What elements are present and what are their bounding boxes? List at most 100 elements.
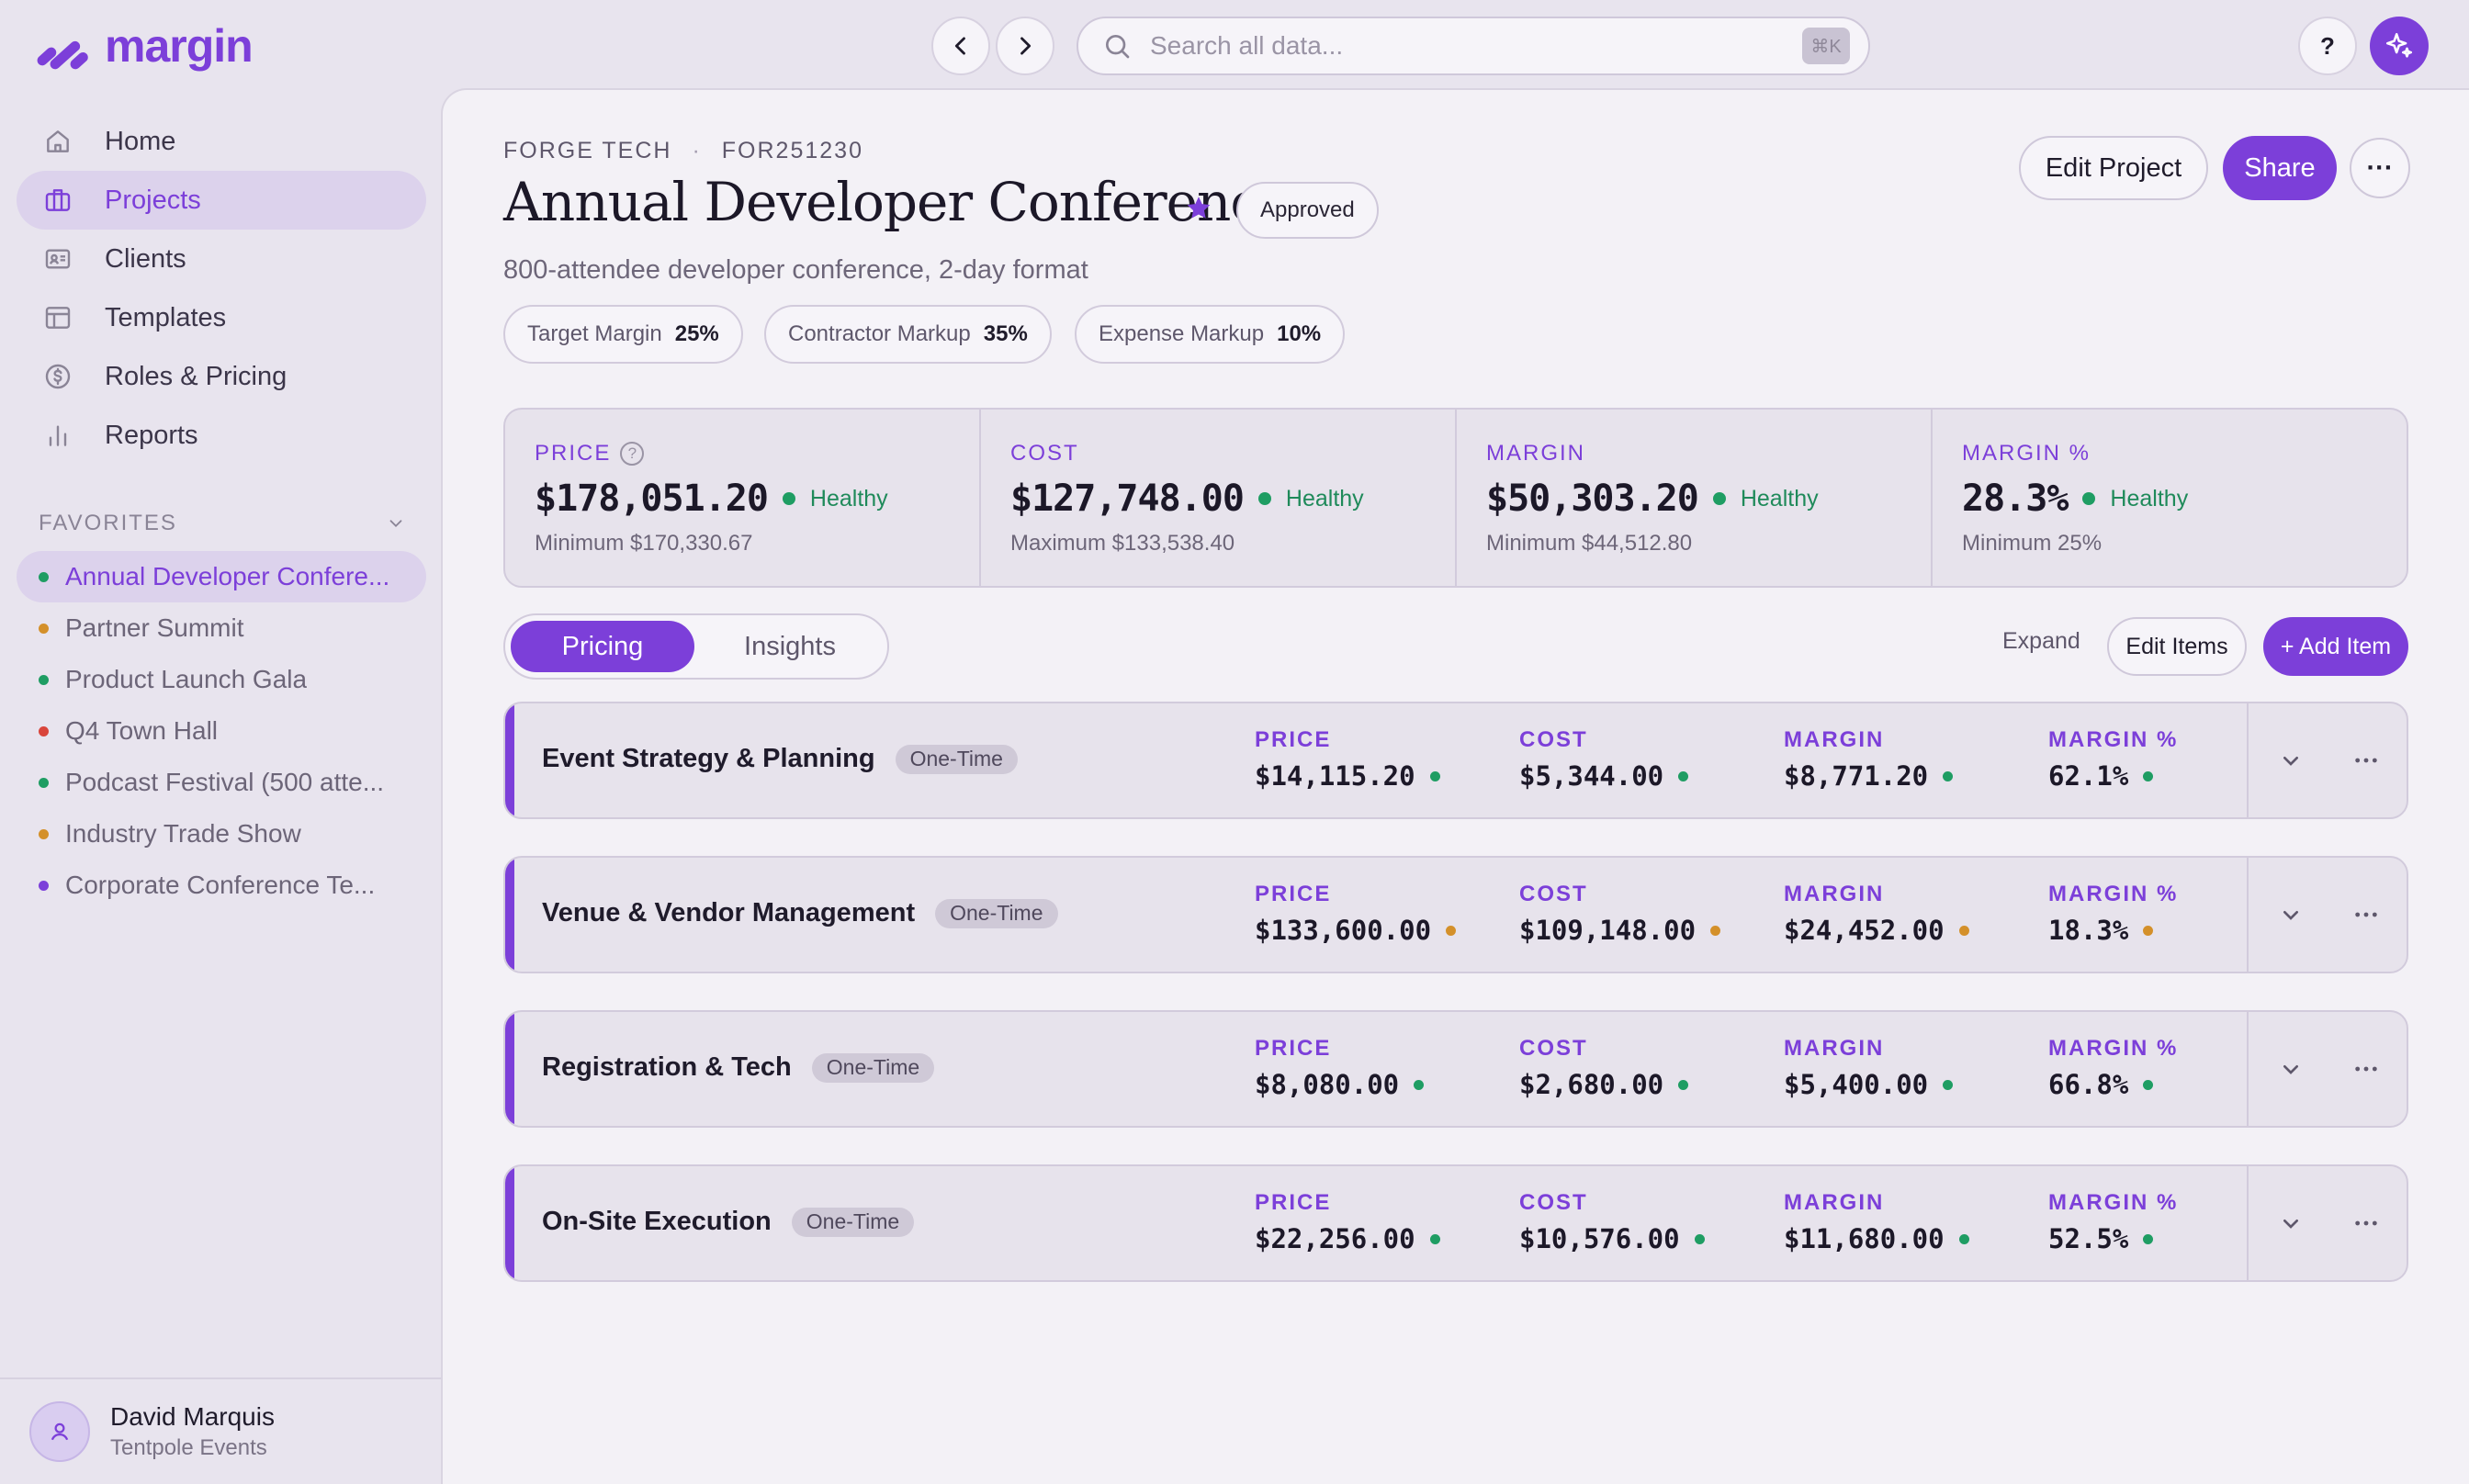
status-dot xyxy=(1694,1233,1705,1244)
stat-threshold: Maximum $133,538.40 xyxy=(1010,531,1235,556)
metric-label: MARGIN % xyxy=(2048,727,2179,752)
stat-threshold: Minimum $170,330.67 xyxy=(535,531,753,556)
ai-assistant-button[interactable] xyxy=(2370,17,2429,75)
chevron-down-icon[interactable] xyxy=(2276,1054,2306,1084)
favorite-item[interactable]: Product Launch Gala xyxy=(17,654,426,705)
expand-button[interactable]: Expand xyxy=(2002,628,2080,654)
sidebar-item-label: Templates xyxy=(105,302,227,332)
favorite-item-label: Corporate Conference Te... xyxy=(65,871,376,899)
line-item-row[interactable]: Event Strategy & Planning One-Time PRICE $1… xyxy=(503,702,2408,819)
favorites-header[interactable]: FAVORITES xyxy=(39,505,406,542)
line-item-name: Registration & Tech xyxy=(542,1052,792,1082)
status-dot xyxy=(1414,1079,1425,1090)
search-bar[interactable]: ⌘K xyxy=(1077,17,1870,75)
line-item-title: On-Site Execution One-Time xyxy=(542,1207,915,1237)
metric-value: 66.8% xyxy=(2048,1069,2129,1100)
billing-type-tag: One-Time xyxy=(791,1207,915,1237)
sidebar-item-label: Projects xyxy=(105,185,201,215)
metric-label: COST xyxy=(1519,1190,1588,1215)
metric-value: 52.5% xyxy=(2048,1223,2129,1254)
project-description: 800-attendee developer conference, 2-day… xyxy=(503,255,1088,285)
metric-value: $11,680.00 xyxy=(1784,1223,1945,1254)
star-icon[interactable] xyxy=(1183,193,1214,224)
sidebar-item-home[interactable]: Home xyxy=(17,112,426,171)
tab-insights[interactable]: Insights xyxy=(744,631,836,661)
more-horizontal-icon[interactable] xyxy=(2351,746,2381,775)
contractor-markup-pill: Contractor Markup 35% xyxy=(764,305,1052,364)
pill-value: 25% xyxy=(674,321,719,346)
status-dot xyxy=(2082,492,2096,505)
pill-label: Target Margin xyxy=(527,321,662,346)
favorite-item[interactable]: Industry Trade Show xyxy=(17,808,426,860)
metric-margin-pct: MARGIN % 18.3% xyxy=(2048,882,2178,946)
metric-label: COST xyxy=(1519,727,1588,752)
forward-button[interactable] xyxy=(996,17,1054,75)
line-item-name: Venue & Vendor Management xyxy=(542,898,916,928)
line-item-row[interactable]: On-Site Execution One-Time PRICE $22,256.00… xyxy=(503,1164,2408,1282)
edit-items-button[interactable]: Edit Items xyxy=(2107,617,2247,676)
more-horizontal-icon[interactable] xyxy=(2351,1054,2381,1084)
favorite-item[interactable]: Partner Summit xyxy=(17,602,426,654)
back-button[interactable] xyxy=(931,17,990,75)
status-dot xyxy=(39,623,49,634)
logo[interactable]: margin xyxy=(35,20,254,72)
dollar-circle-icon xyxy=(42,361,73,392)
more-horizontal-icon[interactable] xyxy=(2351,900,2381,929)
breadcrumb: FORGE TECH · FOR251230 xyxy=(503,138,863,164)
status-dot xyxy=(782,492,795,505)
favorite-item[interactable]: Corporate Conference Te... xyxy=(17,860,426,911)
favorite-item-label: Product Launch Gala xyxy=(65,665,308,693)
sidebar-item-reports[interactable]: Reports xyxy=(17,406,426,465)
metric-value: $10,576.00 xyxy=(1519,1223,1680,1254)
metric-value: $5,344.00 xyxy=(1519,760,1664,792)
user-name: David Marquis xyxy=(110,1402,275,1431)
breadcrumb-client[interactable]: FORGE TECH xyxy=(503,138,672,163)
line-item-row[interactable]: Registration & Tech One-Time PRICE $8,080.0… xyxy=(503,1010,2408,1128)
layout-icon xyxy=(42,302,73,333)
favorite-item[interactable]: Podcast Festival (500 atte... xyxy=(17,757,426,808)
user-profile[interactable]: David Marquis Tentpole Events xyxy=(29,1401,275,1462)
line-item-row[interactable]: Venue & Vendor Management One-Time PRICE $1… xyxy=(503,856,2408,973)
favorite-item-label: Podcast Festival (500 atte... xyxy=(65,768,385,796)
share-button[interactable]: Share xyxy=(2223,136,2337,200)
metric-label: MARGIN xyxy=(1784,1190,1885,1215)
top-bar: margin ⌘K ? xyxy=(0,0,2469,90)
more-horizontal-icon[interactable] xyxy=(2351,1209,2381,1238)
metric-cost: COST $109,148.00 xyxy=(1519,882,1721,946)
favorite-item[interactable]: Q4 Town Hall xyxy=(17,705,426,757)
stat-label: COST xyxy=(1010,441,1079,466)
favorite-item-label: Industry Trade Show xyxy=(65,819,301,848)
more-actions-button[interactable]: ··· xyxy=(2350,138,2410,198)
stat-value: $50,303.20 xyxy=(1486,478,1699,520)
home-icon xyxy=(42,126,73,157)
chevron-down-icon[interactable] xyxy=(2276,900,2306,929)
status-dot xyxy=(2143,1233,2154,1244)
favorite-item[interactable]: Annual Developer Confere... xyxy=(17,551,426,602)
status-dot xyxy=(1678,1079,1689,1090)
metric-margin-pct: MARGIN % 52.5% xyxy=(2048,1190,2178,1254)
help-button[interactable]: ? xyxy=(2298,17,2357,75)
status-badge: Approved xyxy=(1236,182,1379,239)
sidebar-item-clients[interactable]: Clients xyxy=(17,230,426,288)
add-item-button[interactable]: + Add Item xyxy=(2263,617,2408,676)
chevron-down-icon[interactable] xyxy=(2276,746,2306,775)
stat-value: $127,748.00 xyxy=(1010,478,1245,520)
tab-pricing[interactable]: Pricing xyxy=(511,621,694,672)
line-item-title: Registration & Tech One-Time xyxy=(542,1052,935,1083)
stat-label: PRICE xyxy=(535,441,612,466)
edit-project-button[interactable]: Edit Project xyxy=(2019,136,2208,200)
metric-value: $8,771.20 xyxy=(1784,760,1929,792)
sidebar-item-label: Clients xyxy=(105,243,186,274)
status-dot xyxy=(39,828,49,839)
sidebar-item-projects[interactable]: Projects xyxy=(17,171,426,230)
search-input[interactable] xyxy=(1150,31,1802,61)
health-indicator: Healthy xyxy=(782,486,888,512)
help-icon[interactable]: ? xyxy=(620,442,645,466)
chevron-down-icon[interactable] xyxy=(2276,1209,2306,1238)
metric-label: MARGIN % xyxy=(2048,1036,2179,1061)
sidebar-item-roles-pricing[interactable]: Roles & Pricing xyxy=(17,347,426,406)
metric-price: PRICE $8,080.00 xyxy=(1255,1036,1425,1100)
sidebar-item-templates[interactable]: Templates xyxy=(17,288,426,347)
line-item-name: On-Site Execution xyxy=(542,1207,772,1236)
